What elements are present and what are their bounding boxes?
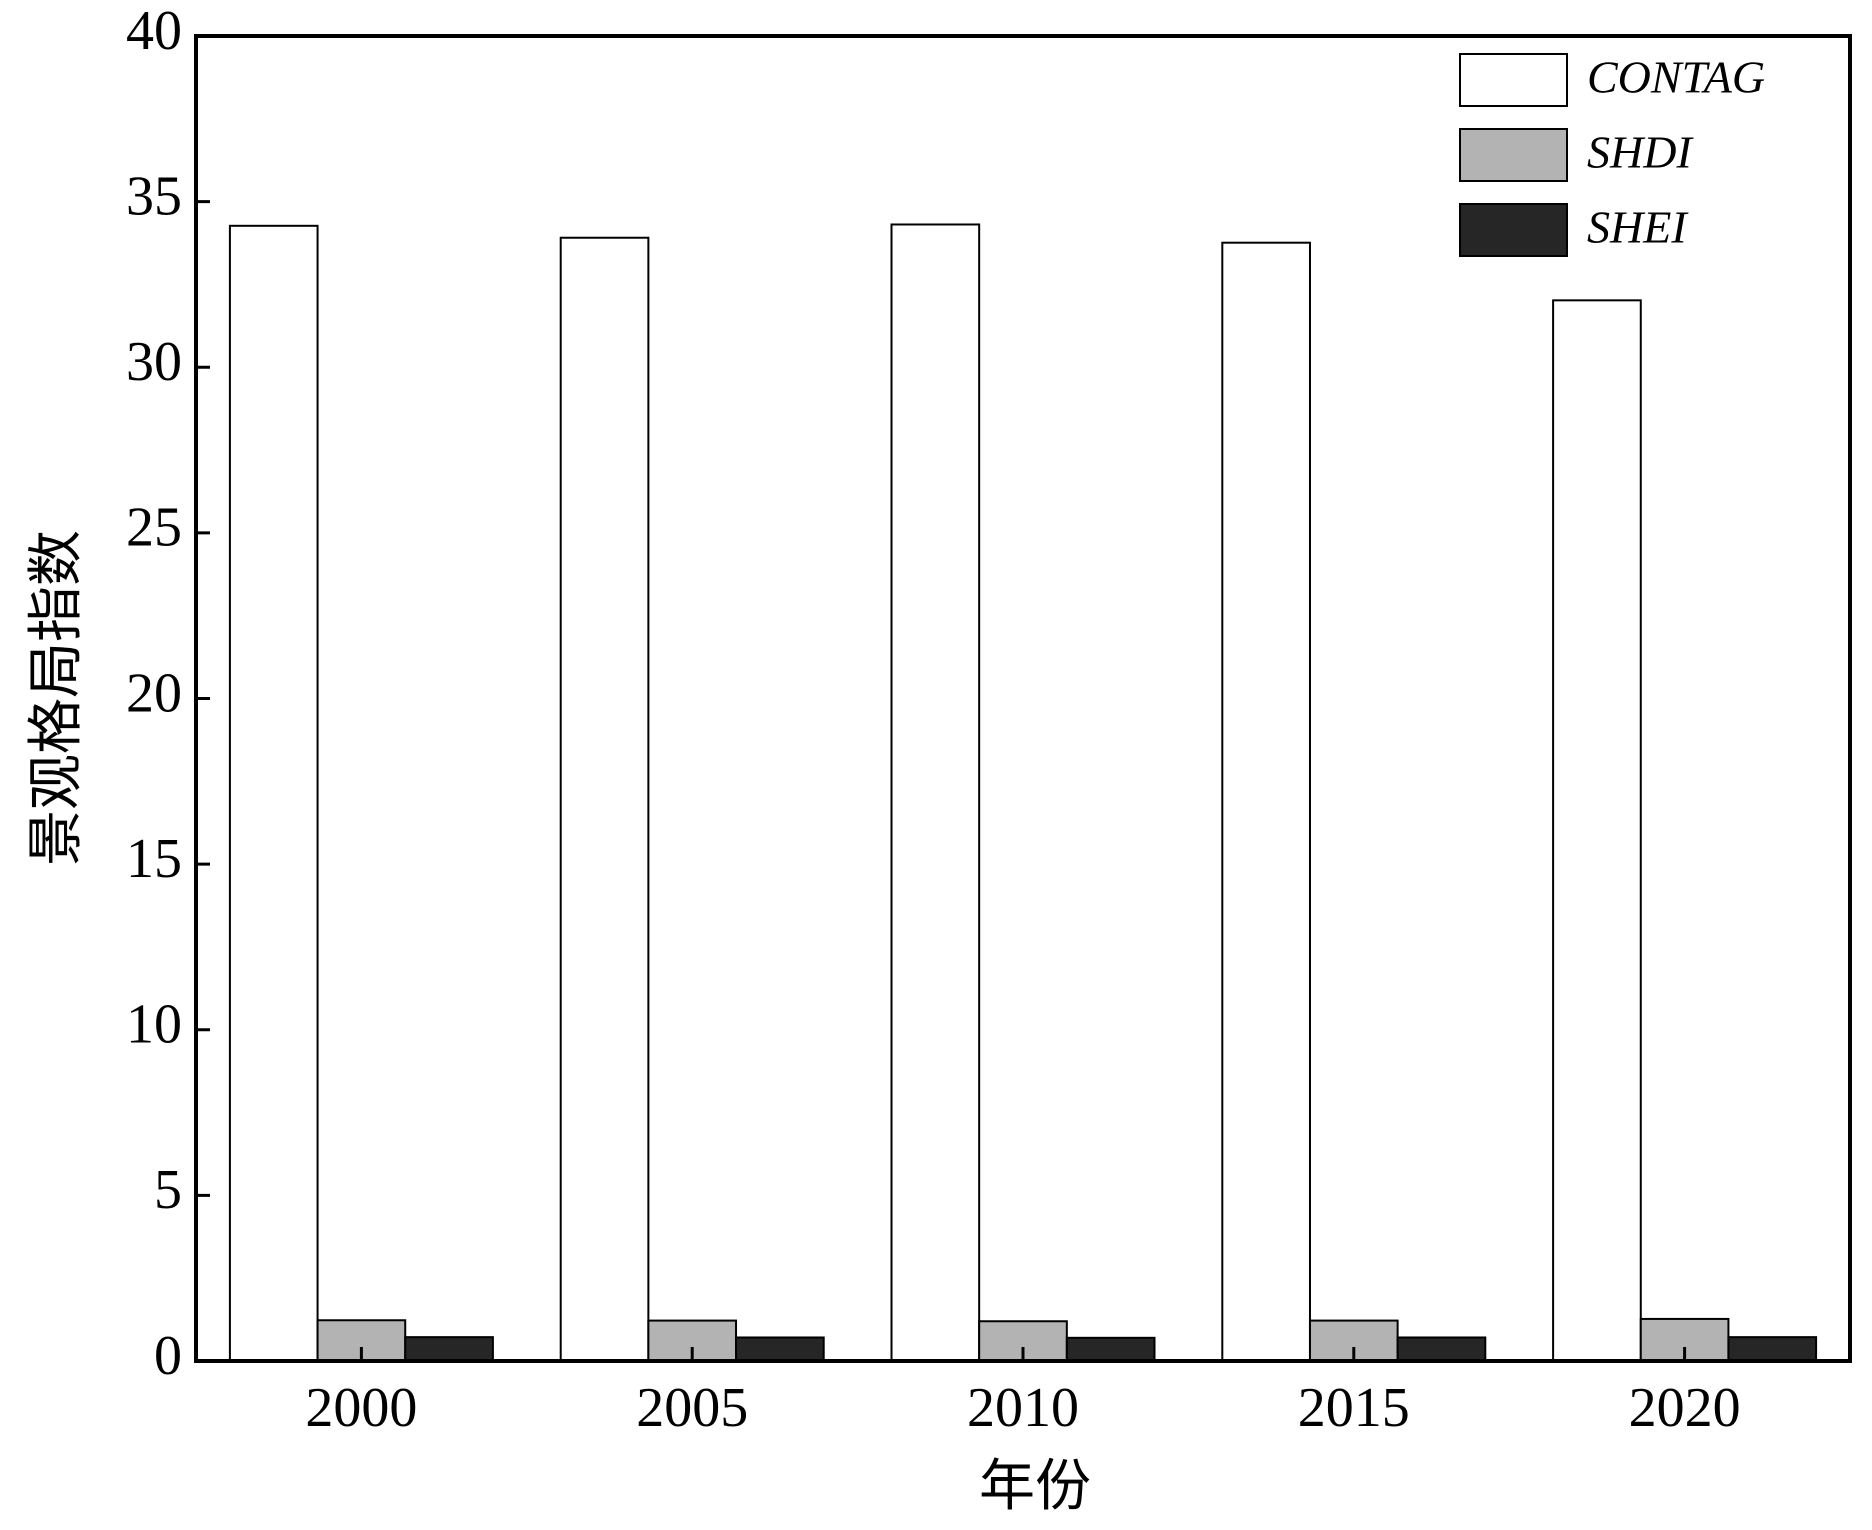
y-tick-label: 10	[126, 994, 182, 1056]
y-tick-label: 40	[126, 0, 182, 62]
x-tick-label: 2005	[636, 1377, 748, 1439]
x-axis-title: 年份	[979, 1456, 1091, 1518]
bar	[1065, 1336, 1156, 1362]
legend-swatch	[1459, 128, 1568, 182]
bar	[228, 224, 319, 1362]
y-tick-label: 0	[154, 1325, 182, 1387]
legend-label: CONTAG	[1587, 52, 1765, 103]
x-tick-label: 2020	[1629, 1377, 1741, 1439]
bar	[1221, 241, 1311, 1363]
plot-frame	[194, 34, 1852, 1363]
bar	[1552, 299, 1642, 1362]
y-tick-label: 35	[126, 165, 182, 227]
y-tick-label: 15	[126, 828, 182, 890]
legend-label: SHEI	[1587, 202, 1689, 253]
bar	[404, 1336, 494, 1363]
y-axis-title: 景观格局指数	[26, 530, 88, 866]
legend-swatch	[1459, 203, 1568, 257]
bar	[1396, 1336, 1487, 1362]
x-tick-label: 2010	[967, 1377, 1079, 1439]
x-tick-label: 2000	[305, 1377, 417, 1439]
legend-label: SHDI	[1587, 127, 1694, 178]
y-tick-label: 30	[126, 331, 182, 393]
x-tick-label: 2015	[1298, 1377, 1410, 1439]
bar	[890, 223, 981, 1363]
y-tick-label: 25	[126, 497, 182, 559]
bar	[1727, 1336, 1818, 1363]
legend-swatch	[1459, 53, 1568, 107]
bar	[735, 1336, 825, 1362]
bar	[559, 236, 650, 1363]
y-tick-label: 5	[154, 1159, 182, 1221]
y-tick-label: 20	[126, 662, 182, 724]
